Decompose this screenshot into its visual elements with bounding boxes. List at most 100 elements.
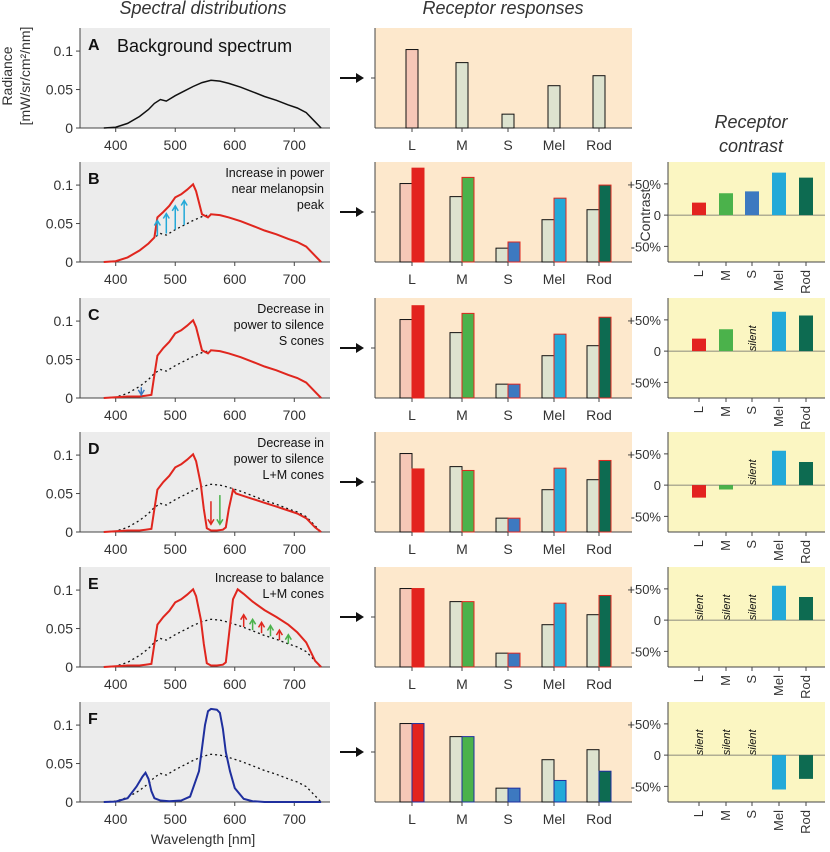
responses-xtick-label: M bbox=[456, 811, 468, 827]
contrast-xtick-label: L bbox=[691, 540, 706, 547]
contrast-xtick-label: M bbox=[718, 270, 733, 281]
response-bar-background-S bbox=[501, 113, 515, 129]
responses-xtick-label: Mel bbox=[543, 676, 566, 692]
contrast-column-title-line2: contrast bbox=[719, 136, 784, 156]
contrast-xtick-label: Mel bbox=[771, 406, 786, 427]
spectrum-ylabel-line2: [mW/sr/cm²/nm] bbox=[17, 27, 33, 126]
contrast-ytick-label: 0 bbox=[654, 208, 661, 223]
contrast-xtick-label: Rod bbox=[798, 270, 813, 294]
response-bar-modified-L bbox=[411, 723, 425, 803]
responses-xtick-label: Rod bbox=[586, 676, 612, 692]
silent-label-M: silent bbox=[721, 594, 733, 621]
contrast-ytick-label: 0 bbox=[654, 344, 661, 359]
responses-xtick-label: Rod bbox=[586, 407, 612, 423]
responses-xtick-label: Rod bbox=[586, 271, 612, 287]
response-bar-background-Mel bbox=[541, 624, 555, 668]
contrast-bar-M bbox=[719, 329, 733, 352]
response-bar-background-L bbox=[399, 453, 413, 533]
responses-xtick-label: M bbox=[456, 137, 468, 153]
response-bar-modified-M bbox=[461, 736, 475, 803]
contrast-panel-E bbox=[668, 567, 825, 667]
spectrum-ytick-label: 0.1 bbox=[54, 447, 74, 463]
response-bar-background-S bbox=[495, 517, 509, 533]
contrast-ytick-label: +50% bbox=[627, 717, 661, 732]
contrast-xtick-label: Mel bbox=[771, 675, 786, 696]
responses-xtick-label: S bbox=[503, 541, 512, 557]
panel-label-line: near melanopsin bbox=[232, 182, 324, 196]
change-arrowhead bbox=[207, 518, 215, 526]
contrast-bar-L bbox=[692, 485, 706, 498]
spectrum-xtick-label: 400 bbox=[104, 407, 128, 423]
spectrum-ytick-label: 0.05 bbox=[46, 82, 73, 98]
spectrum-xtick-label: 500 bbox=[164, 271, 188, 287]
change-arrowhead bbox=[284, 633, 292, 641]
responses-xtick-label: Mel bbox=[543, 271, 566, 287]
response-bar-background-L bbox=[405, 49, 419, 129]
response-bar-background-Rod bbox=[586, 614, 600, 668]
responses-xtick-label: Mel bbox=[543, 541, 566, 557]
response-bar-background-L bbox=[399, 723, 413, 803]
spectrum-xtick-label: 400 bbox=[104, 676, 128, 692]
modified-spectrum-C bbox=[103, 318, 322, 399]
contrast-xtick-label: M bbox=[718, 540, 733, 551]
silent-label-L: silent bbox=[694, 594, 706, 621]
response-bar-background-M bbox=[449, 736, 463, 803]
silent-label-S: silent bbox=[747, 459, 759, 486]
panel-label-line: L+M cones bbox=[263, 587, 325, 601]
contrast-bar-Rod bbox=[799, 597, 813, 621]
response-bar-modified-Rod bbox=[598, 770, 612, 803]
spectrum-ytick-label: 0.1 bbox=[54, 43, 74, 59]
panels: 0 0.05 0.1 400 500 600 700 A Background spectrum… bbox=[46, 28, 825, 834]
flow-arrowhead bbox=[356, 612, 364, 622]
spectrum-ytick-label: 0.1 bbox=[54, 313, 74, 329]
contrast-ytick-label: +50% bbox=[627, 177, 661, 192]
spectrum-ytick-label: 0 bbox=[65, 254, 73, 270]
response-bar-modified-S bbox=[507, 383, 521, 399]
response-bar-modified-Mel bbox=[553, 467, 567, 533]
response-bar-modified-Rod bbox=[598, 184, 612, 263]
flow-arrowhead bbox=[356, 73, 364, 83]
response-bar-background-Rod bbox=[586, 749, 600, 803]
modified-spectrum-E bbox=[103, 587, 322, 668]
spectrum-xtick-label: 400 bbox=[104, 137, 128, 153]
spectrum-ytick-label: 0.1 bbox=[54, 177, 74, 193]
response-bar-modified-L bbox=[411, 468, 425, 533]
response-bar-modified-Mel bbox=[553, 779, 567, 803]
response-bar-modified-S bbox=[507, 241, 521, 263]
response-bar-background-S bbox=[495, 247, 509, 263]
responses-xtick-label: Rod bbox=[586, 541, 612, 557]
contrast-xtick-label: M bbox=[718, 810, 733, 821]
panel-label-line: Decrease in bbox=[257, 302, 324, 316]
response-bar-modified-S bbox=[507, 652, 521, 668]
contrast-bar-L bbox=[692, 338, 706, 352]
contrast-bar-Rod bbox=[799, 315, 813, 352]
response-bar-background-S bbox=[495, 787, 509, 803]
spectrum-ytick-label: 0 bbox=[65, 120, 73, 136]
responses-xtick-label: S bbox=[503, 407, 512, 423]
contrast-panel-F bbox=[668, 702, 825, 802]
panel-label-line: S cones bbox=[279, 334, 324, 348]
contrast-bar-Mel bbox=[772, 585, 786, 621]
spectrum-xtick-label: 500 bbox=[164, 137, 188, 153]
response-bar-background-M bbox=[455, 62, 469, 129]
spectrum-ytick-label: 0 bbox=[65, 794, 73, 810]
panel-label-line: power to silence bbox=[234, 318, 324, 332]
contrast-bar-Rod bbox=[799, 462, 813, 486]
responses-xtick-label: Rod bbox=[586, 137, 612, 153]
contrast-xtick-label: L bbox=[691, 406, 706, 413]
contrast-xtick-label: Mel bbox=[771, 810, 786, 831]
change-arrowhead bbox=[248, 617, 257, 625]
response-bar-modified-M bbox=[461, 601, 475, 668]
spectrum-xtick-label: 500 bbox=[164, 676, 188, 692]
spectrum-xtick-label: 500 bbox=[164, 541, 188, 557]
change-arrowhead bbox=[137, 389, 145, 397]
contrast-ylabel: Contrast bbox=[637, 188, 653, 241]
background-spectrum-dotted bbox=[103, 213, 322, 263]
response-bar-background-Rod bbox=[586, 209, 600, 263]
response-bar-modified-Mel bbox=[553, 197, 567, 263]
contrast-bar-S bbox=[745, 191, 759, 216]
silent-label-L: silent bbox=[694, 729, 706, 756]
contrast-xtick-label: S bbox=[744, 810, 759, 819]
contrast-bar-Mel bbox=[772, 450, 786, 486]
